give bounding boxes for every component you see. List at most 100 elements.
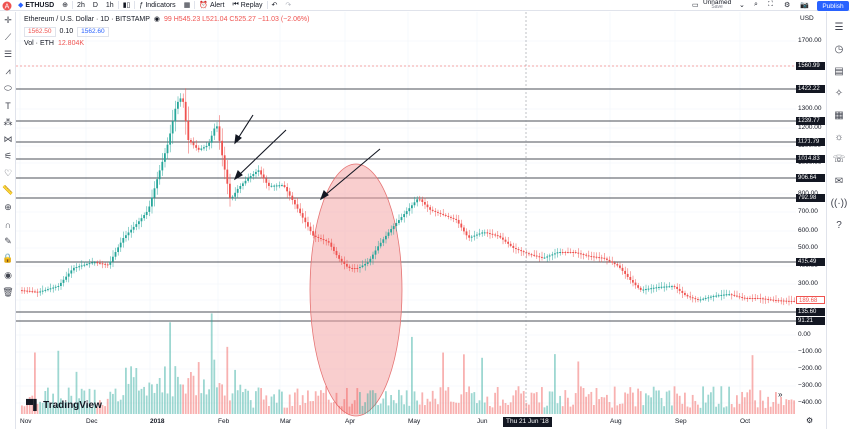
chat-button[interactable]: ☏: [827, 148, 850, 170]
tradingview-watermark[interactable]: ▀▌ TradingView: [26, 400, 102, 411]
volume-bar: [733, 407, 736, 414]
annotation-arrows[interactable]: [233, 114, 381, 201]
magnet-tool[interactable]: ∩: [0, 216, 16, 233]
candle-body: [673, 286, 676, 288]
candle-body: [247, 178, 249, 181]
highlight-ellipse[interactable]: [309, 163, 403, 417]
text-tool[interactable]: T: [0, 97, 16, 114]
candle-body: [91, 262, 93, 264]
fib-tool[interactable]: ☰: [0, 46, 16, 63]
indicators-button[interactable]: ƒ Indicators: [135, 0, 179, 11]
candle-body: [470, 236, 473, 238]
layout-name[interactable]: Unnamed Save: [703, 0, 731, 10]
volume-bar: [663, 406, 665, 414]
notes-button[interactable]: ✉: [827, 170, 850, 192]
search-button[interactable]: ⌕: [750, 0, 762, 11]
volume-bar: [413, 391, 416, 414]
volume-bar: [338, 405, 340, 414]
calendar-button[interactable]: ▦: [827, 104, 850, 126]
trendline-tool[interactable]: ⟋: [0, 29, 16, 46]
candle-body: [78, 266, 80, 268]
indicators-icon: ƒ: [139, 1, 144, 9]
lock-tool[interactable]: 🔒: [0, 250, 16, 267]
candle-body: [665, 286, 668, 288]
volume-bar: [395, 403, 398, 414]
hide-tool[interactable]: ◉: [0, 267, 16, 284]
volume-bar: [751, 355, 754, 414]
axis-settings-button[interactable]: ⚙: [806, 416, 813, 425]
layout-dropdown[interactable]: ⌄: [735, 0, 749, 11]
undo-button[interactable]: ↶: [268, 0, 282, 11]
redo-button[interactable]: ↷: [281, 0, 295, 11]
ask-price-box[interactable]: 1562.60: [77, 27, 109, 37]
help-button[interactable]: ?: [827, 214, 850, 236]
hotlist-button[interactable]: ✧: [827, 82, 850, 104]
watchlist-button[interactable]: ☰: [827, 16, 850, 38]
bid-price-box[interactable]: 1562.50: [24, 27, 56, 37]
ruler-tool[interactable]: 📏: [0, 182, 16, 199]
candle-body: [130, 229, 132, 233]
publish-button[interactable]: Publish: [817, 1, 849, 11]
favorite-tool[interactable]: ♡: [0, 165, 16, 182]
volume-label[interactable]: Vol · ETH: [24, 40, 54, 47]
trendline-icon: ⟋: [4, 32, 12, 42]
currency-label[interactable]: USD: [800, 15, 814, 22]
candle-body: [580, 253, 582, 255]
candle-body: [275, 185, 278, 187]
settings-button[interactable]: ⚙: [780, 0, 794, 11]
volume-bar: [424, 405, 426, 414]
eye-icon[interactable]: ◉: [153, 16, 161, 23]
candle-body: [307, 222, 309, 227]
scroll-right-button[interactable]: »: [778, 390, 782, 399]
candle-body: [41, 290, 44, 292]
symbol-label: ETHUSD: [25, 1, 55, 9]
volume-bar: [613, 386, 616, 414]
arrow-2: [237, 129, 287, 177]
candle-body: [252, 174, 255, 177]
volume-bar: [554, 354, 556, 414]
help-icon: ?: [836, 219, 842, 231]
interval-label: 2h: [77, 1, 85, 9]
volume-bar: [174, 366, 177, 414]
pattern-tool[interactable]: ⩘: [0, 63, 16, 80]
alerts-panel-button[interactable]: ◷: [827, 38, 850, 60]
candle-body: [468, 235, 470, 238]
price-axis[interactable]: USD 1700.00 1560.99 1422.22 1300.00 1239.77 1…: [796, 12, 826, 414]
alert-button[interactable]: ⏰ Alert: [195, 0, 228, 11]
prediction-tool[interactable]: ⁂: [0, 114, 16, 131]
measure-tool[interactable]: ⚟: [0, 148, 16, 165]
candle-body: [197, 147, 200, 150]
app-logo[interactable]: A: [1, 0, 13, 11]
time-tick: Aug: [610, 418, 622, 425]
volume-bar: [327, 399, 330, 414]
templates-button[interactable]: ▦: [180, 0, 195, 11]
volume-bar: [569, 406, 572, 414]
add-symbol-button[interactable]: ⊕: [58, 0, 72, 11]
candle-body: [390, 229, 392, 233]
ideas-button[interactable]: ☼: [827, 126, 850, 148]
fullscreen-button[interactable]: ⛶: [764, 0, 777, 11]
time-axis[interactable]: Nov Dec 2018 Feb Mar Apr May Jun Aug Sep Oct: [16, 414, 796, 429]
stay-drawing-tool[interactable]: ✎: [0, 233, 16, 250]
symbol-icon: ◆: [18, 2, 24, 9]
volume-bar: [223, 395, 226, 414]
replay-button[interactable]: ⏮ Replay: [228, 0, 266, 11]
interval-1h[interactable]: 1h: [102, 0, 118, 11]
legend-title[interactable]: Ethereum / U.S. Dollar · 1D · BITSTAMP: [24, 16, 150, 23]
pattern-xabcd-tool[interactable]: ⋈: [0, 131, 16, 148]
zoom-tool[interactable]: ⊕: [0, 199, 16, 216]
interval-2h[interactable]: 2h: [73, 0, 89, 11]
streams-button[interactable]: ((·)): [827, 192, 850, 214]
trash-tool[interactable]: 🗑: [0, 284, 16, 301]
snapshot-button[interactable]: 📷: [796, 0, 813, 11]
layout-menu-icon-button[interactable]: ▭: [688, 0, 703, 11]
symbol-search[interactable]: ◆ ETHUSD: [14, 0, 58, 11]
interval-d[interactable]: D: [89, 0, 102, 11]
chart-type-button[interactable]: ▮▯: [119, 0, 135, 11]
datawindow-button[interactable]: ▤: [827, 60, 850, 82]
shape-tool[interactable]: ⬭: [0, 80, 16, 97]
volume-bar: [239, 384, 242, 414]
spread-value: 0.10: [59, 28, 74, 35]
crosshair-tool[interactable]: ✛: [0, 12, 16, 29]
